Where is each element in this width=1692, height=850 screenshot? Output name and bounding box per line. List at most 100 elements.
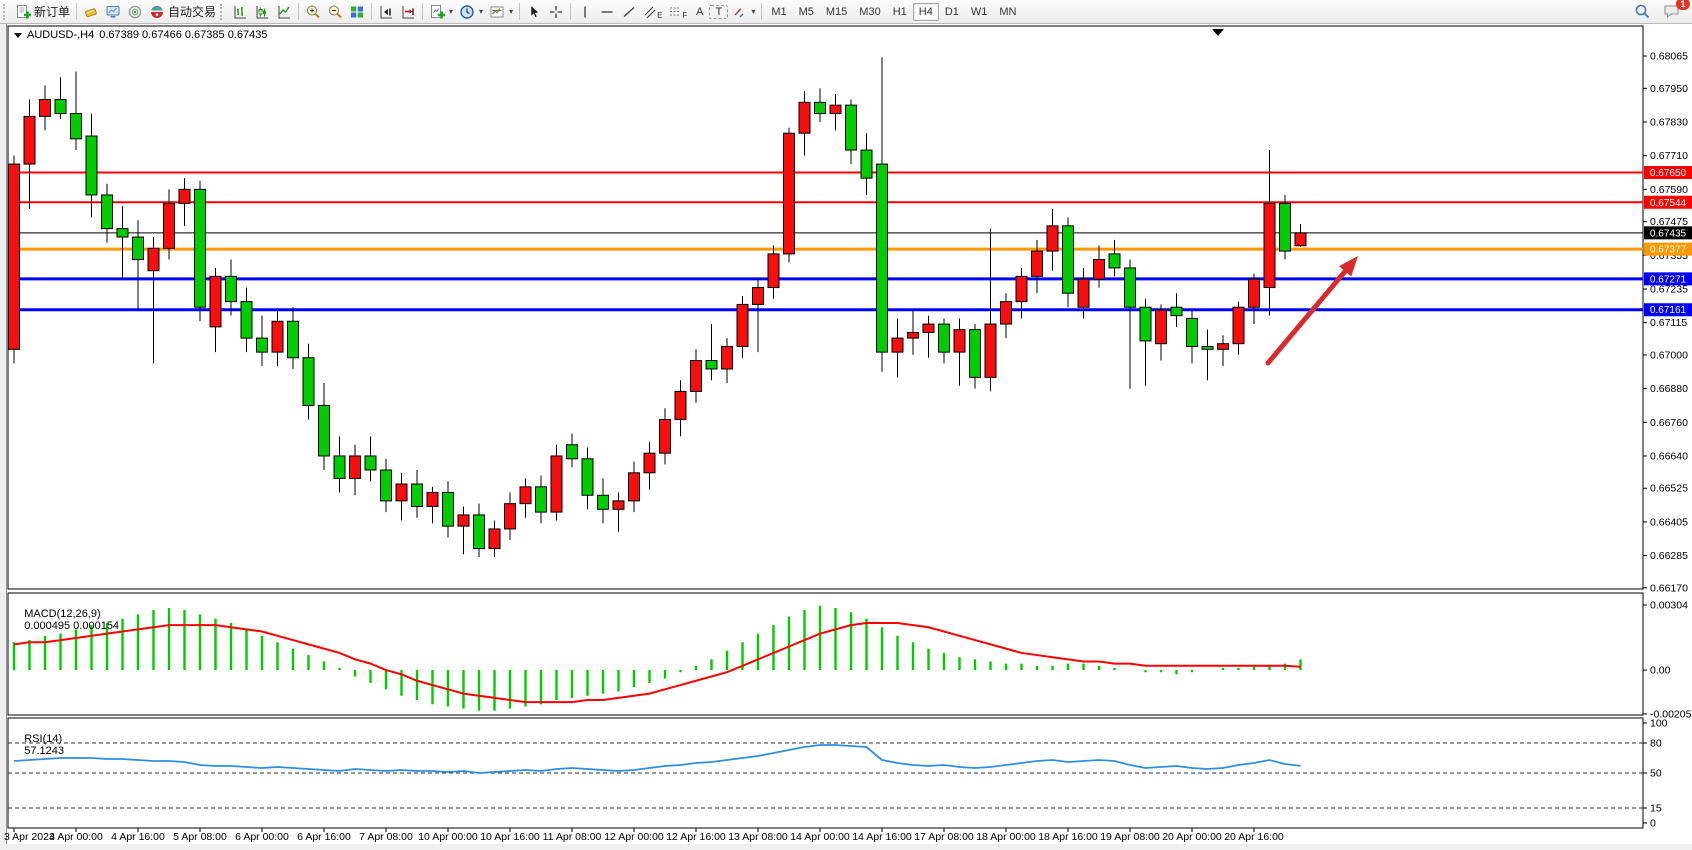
candle[interactable] <box>922 323 935 333</box>
candle[interactable] <box>256 337 268 353</box>
candle[interactable] <box>132 236 144 261</box>
signal-button[interactable] <box>124 3 146 21</box>
candle[interactable] <box>1046 225 1059 252</box>
candle[interactable] <box>1232 306 1245 345</box>
candle[interactable] <box>876 163 888 353</box>
candle[interactable] <box>116 228 129 238</box>
chart-shift-button[interactable] <box>397 3 419 21</box>
arrows-tool-button[interactable]: ▾ <box>728 3 758 21</box>
timeframe-h1-button[interactable]: H1 <box>892 5 907 18</box>
candle[interactable] <box>1170 306 1183 317</box>
line-chart-button[interactable] <box>273 3 295 21</box>
candle[interactable] <box>1015 275 1028 303</box>
candle[interactable] <box>101 194 113 230</box>
timeframe-m15-button[interactable]: M15 <box>825 5 848 18</box>
candle[interactable] <box>395 483 408 502</box>
timeframe-m30-button[interactable]: M30 <box>859 5 881 18</box>
terminal-button[interactable] <box>102 3 124 21</box>
candle[interactable] <box>39 99 51 117</box>
candle[interactable] <box>984 323 997 378</box>
macd-panel[interactable] <box>7 592 1644 716</box>
candle[interactable] <box>705 360 718 370</box>
candle[interactable] <box>938 323 950 353</box>
templates-button[interactable]: ▾ <box>486 3 516 21</box>
candle[interactable] <box>349 455 361 479</box>
candle[interactable] <box>318 404 330 457</box>
fibonacci-tool-button[interactable]: F <box>665 3 690 21</box>
trend-arrow[interactable] <box>1265 262 1353 366</box>
zoom-out-button[interactable] <box>324 3 346 21</box>
candle[interactable] <box>783 132 795 255</box>
candle[interactable] <box>1108 253 1121 269</box>
candle[interactable] <box>752 287 764 305</box>
candle[interactable] <box>54 99 67 115</box>
candle[interactable] <box>674 390 687 420</box>
candle[interactable] <box>178 188 191 204</box>
candle[interactable] <box>767 253 780 289</box>
candle[interactable] <box>488 528 501 550</box>
candle[interactable] <box>891 337 904 353</box>
candle[interactable] <box>519 486 532 505</box>
indicators-button[interactable]: ▾ <box>426 3 456 21</box>
timeframe-d1-button[interactable]: D1 <box>944 5 959 18</box>
chart-canvas[interactable]: 0.68065 0.67950 0.67830 0.67710 0.67590 0.674… <box>0 24 1692 850</box>
candlestick-chart-button[interactable] <box>251 3 273 21</box>
candle[interactable] <box>287 320 299 359</box>
crosshair-tool-button[interactable] <box>545 3 567 21</box>
candle[interactable] <box>8 163 20 350</box>
candle[interactable] <box>426 491 439 507</box>
tile-windows-button[interactable] <box>346 3 368 21</box>
candle[interactable] <box>550 455 563 513</box>
candle[interactable] <box>333 455 346 479</box>
main-panel[interactable] <box>7 25 1644 590</box>
auto-scroll-button[interactable] <box>375 3 397 21</box>
candle[interactable] <box>1124 267 1136 308</box>
candle[interactable] <box>1248 278 1260 308</box>
search-button[interactable] <box>1631 2 1654 21</box>
candle[interactable] <box>194 188 206 308</box>
candle[interactable] <box>721 346 733 370</box>
candle[interactable] <box>659 418 671 454</box>
notifications-button[interactable]: 1 <box>1660 0 1690 21</box>
candle[interactable] <box>1201 346 1214 350</box>
candle[interactable] <box>1062 225 1074 294</box>
cursor-tool-button[interactable] <box>523 3 545 21</box>
candle[interactable] <box>147 247 160 272</box>
candle[interactable] <box>1186 317 1198 348</box>
candle[interactable] <box>628 472 640 502</box>
candle[interactable] <box>364 455 377 471</box>
auto-trading-button[interactable]: 自动交易 <box>146 2 219 21</box>
trendline-tool-button[interactable] <box>618 3 640 21</box>
candle[interactable] <box>953 329 966 353</box>
periods-button[interactable]: ▾ <box>456 3 486 21</box>
candle[interactable] <box>411 483 423 507</box>
candle[interactable] <box>860 149 873 179</box>
scroll-marker-icon[interactable] <box>1212 29 1224 36</box>
candle[interactable] <box>442 491 454 527</box>
candle[interactable] <box>736 303 749 348</box>
candle[interactable] <box>907 331 919 339</box>
candle[interactable] <box>504 503 516 530</box>
candle[interactable] <box>1294 232 1307 247</box>
candle[interactable] <box>566 444 578 460</box>
candle[interactable] <box>240 301 253 339</box>
text-label-tool-button[interactable]: T <box>709 4 729 19</box>
candle[interactable] <box>597 494 609 510</box>
candle[interactable] <box>380 469 392 502</box>
candle[interactable] <box>1000 301 1012 325</box>
candle[interactable] <box>829 104 842 115</box>
bar-chart-button[interactable] <box>229 3 251 21</box>
candle[interactable] <box>271 320 284 353</box>
candle[interactable] <box>643 452 656 474</box>
candle[interactable] <box>1077 278 1090 308</box>
new-order-button[interactable]: 新订单 <box>12 2 73 21</box>
timeframe-h4-button[interactable]: H4 <box>912 2 939 21</box>
candle[interactable] <box>302 357 315 406</box>
timeframe-m1-button[interactable]: M1 <box>771 5 787 18</box>
candle[interactable] <box>1093 259 1105 280</box>
timeframe-mn-button[interactable]: MN <box>999 5 1017 18</box>
candle[interactable] <box>1263 202 1276 289</box>
candle[interactable] <box>814 101 826 115</box>
candle[interactable] <box>163 202 175 249</box>
candle[interactable] <box>1217 343 1229 350</box>
